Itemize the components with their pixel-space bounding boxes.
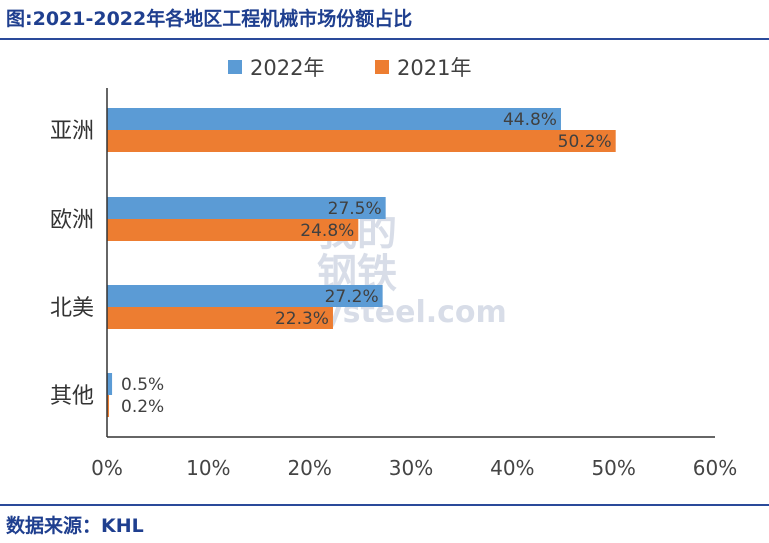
bar-2021	[107, 219, 359, 241]
data-label: 27.2%	[325, 287, 379, 307]
data-label: 44.8%	[503, 110, 557, 130]
x-tick-label: 20%	[287, 456, 331, 480]
title-divider	[0, 38, 769, 40]
legend-label: 2021年	[397, 56, 471, 80]
data-label: 27.5%	[328, 199, 382, 219]
data-label: 50.2%	[558, 132, 612, 152]
data-label: 0.5%	[121, 375, 164, 395]
chart-title: 图:2021-2022年各地区工程机械市场份额占比	[6, 8, 413, 30]
data-label: 24.8%	[300, 221, 354, 241]
category-label: 欧洲	[50, 208, 94, 233]
x-tick-label: 40%	[490, 456, 534, 480]
bar-2022	[107, 373, 113, 395]
bar-2022	[107, 197, 386, 219]
x-tick-label: 60%	[693, 456, 737, 480]
bar-2022	[107, 285, 383, 307]
source-note: 数据来源：KHL	[6, 515, 144, 537]
x-tick-label: 30%	[389, 456, 433, 480]
legend-swatch-2021	[375, 60, 389, 74]
category-label: 其他	[50, 384, 94, 409]
x-tick-label: 0%	[91, 456, 123, 480]
bar-2021	[107, 395, 110, 417]
category-label: 北美	[50, 296, 94, 321]
source-divider	[0, 504, 769, 506]
legend-swatch-2022	[228, 60, 242, 74]
data-label: 22.3%	[275, 309, 329, 329]
bar-2022	[107, 108, 561, 130]
data-label: 0.2%	[121, 397, 164, 417]
x-tick-label: 10%	[186, 456, 230, 480]
category-label: 亚洲	[50, 119, 94, 144]
bar-2021	[107, 307, 333, 329]
legend-label: 2022年	[250, 56, 324, 80]
x-tick-label: 50%	[591, 456, 635, 480]
bar-2021	[107, 130, 616, 152]
